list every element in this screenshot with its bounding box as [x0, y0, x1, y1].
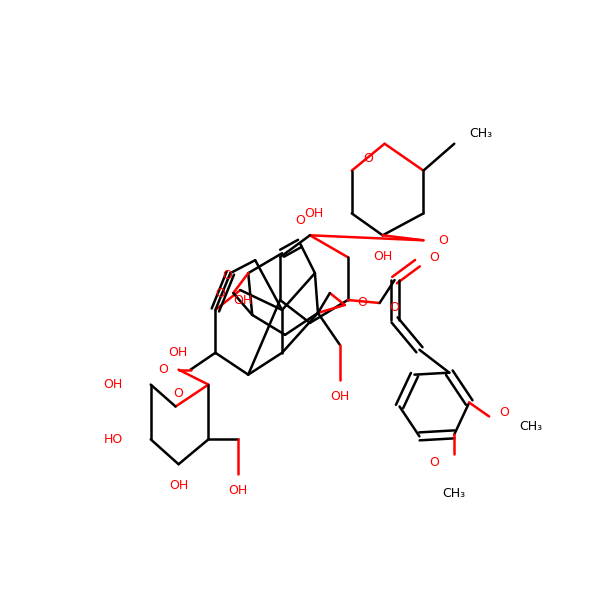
Text: O: O: [215, 287, 226, 299]
Text: O: O: [223, 269, 232, 282]
Text: OH: OH: [233, 293, 252, 307]
Text: OH: OH: [229, 484, 248, 497]
Text: O: O: [499, 406, 509, 419]
Text: O: O: [430, 251, 439, 263]
Text: OH: OH: [373, 250, 392, 263]
Text: O: O: [439, 234, 448, 247]
Text: O: O: [430, 456, 439, 469]
Text: CH₃: CH₃: [443, 487, 466, 500]
Text: O: O: [363, 152, 373, 164]
Text: O: O: [159, 363, 169, 376]
Text: O: O: [173, 386, 184, 400]
Text: OH: OH: [169, 479, 188, 492]
Text: O: O: [295, 214, 305, 227]
Text: O: O: [389, 301, 400, 314]
Text: OH: OH: [305, 207, 324, 220]
Text: O: O: [358, 296, 368, 310]
Text: OH: OH: [104, 378, 123, 391]
Text: OH: OH: [330, 389, 349, 403]
Text: HO: HO: [104, 433, 123, 446]
Text: CH₃: CH₃: [469, 127, 493, 140]
Text: OH: OH: [168, 346, 188, 359]
Text: CH₃: CH₃: [519, 420, 542, 433]
